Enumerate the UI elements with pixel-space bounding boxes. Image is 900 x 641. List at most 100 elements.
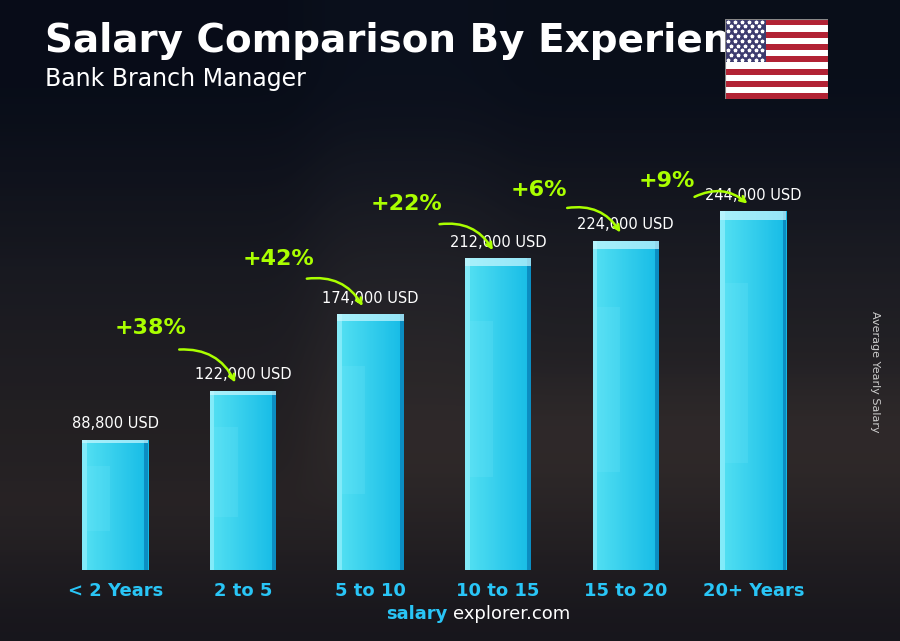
Bar — [611, 241, 613, 570]
Bar — [218, 391, 219, 570]
Bar — [213, 391, 214, 570]
Text: 174,000 USD: 174,000 USD — [322, 290, 418, 306]
Bar — [630, 241, 631, 570]
Bar — [255, 391, 256, 570]
Bar — [346, 314, 347, 570]
Bar — [777, 212, 778, 570]
Bar — [772, 212, 773, 570]
Bar — [83, 440, 85, 570]
Bar — [783, 212, 785, 570]
Bar — [212, 391, 213, 570]
Bar — [130, 440, 132, 570]
Bar — [724, 75, 828, 81]
Bar — [338, 314, 342, 570]
Bar — [265, 391, 266, 570]
Bar — [362, 314, 363, 570]
Bar — [102, 440, 104, 570]
Bar — [495, 258, 496, 570]
Bar — [379, 314, 381, 570]
Bar — [505, 258, 506, 570]
Bar — [262, 391, 263, 570]
Bar — [737, 212, 738, 570]
Bar — [652, 241, 653, 570]
Bar — [636, 241, 638, 570]
Bar — [117, 440, 119, 570]
Bar — [271, 391, 272, 570]
Bar — [784, 212, 786, 570]
Text: +9%: +9% — [638, 171, 695, 191]
Bar — [645, 241, 647, 570]
Bar — [119, 440, 120, 570]
Text: explorer.com: explorer.com — [453, 605, 570, 623]
Bar — [472, 258, 474, 570]
Bar — [621, 241, 623, 570]
Bar — [240, 391, 242, 570]
Bar — [128, 440, 129, 570]
Bar — [126, 440, 128, 570]
Bar — [649, 241, 650, 570]
Bar — [620, 241, 621, 570]
Bar — [619, 241, 620, 570]
Bar — [609, 241, 610, 570]
Bar — [234, 391, 235, 570]
Bar — [364, 314, 365, 570]
Bar — [497, 258, 499, 570]
Bar — [347, 314, 348, 570]
Bar — [272, 391, 273, 570]
Bar — [272, 391, 276, 570]
Bar — [139, 440, 140, 570]
Bar — [507, 258, 508, 570]
Bar — [745, 212, 747, 570]
Bar — [524, 258, 525, 570]
Bar — [493, 258, 495, 570]
Text: Bank Branch Manager: Bank Branch Manager — [45, 67, 306, 91]
Bar — [520, 258, 521, 570]
Bar — [482, 258, 484, 570]
Text: +42%: +42% — [243, 249, 314, 269]
Bar — [762, 212, 763, 570]
Bar — [114, 440, 115, 570]
Bar — [475, 258, 476, 570]
Bar — [242, 391, 243, 570]
Bar — [723, 212, 724, 570]
Bar — [85, 440, 86, 570]
Bar — [640, 241, 642, 570]
Bar — [767, 212, 768, 570]
Bar — [481, 258, 482, 570]
Bar — [508, 258, 509, 570]
Bar — [259, 391, 261, 570]
Bar — [720, 212, 787, 221]
Bar — [766, 212, 767, 570]
Bar — [517, 258, 518, 570]
Bar — [375, 314, 376, 570]
Bar — [369, 314, 371, 570]
Bar — [618, 241, 619, 570]
Bar — [502, 258, 504, 570]
Bar — [602, 241, 604, 570]
Bar — [724, 212, 725, 570]
Bar — [361, 314, 362, 570]
Bar — [521, 258, 523, 570]
Bar — [220, 391, 222, 570]
Bar — [129, 440, 130, 570]
Bar — [647, 241, 648, 570]
Bar — [506, 258, 507, 570]
Bar — [258, 391, 259, 570]
Bar — [650, 241, 652, 570]
Bar — [105, 440, 106, 570]
Bar — [724, 69, 828, 75]
Bar — [96, 440, 97, 570]
Bar — [604, 241, 605, 570]
Bar — [511, 258, 513, 570]
Bar — [658, 241, 659, 570]
Bar — [378, 314, 380, 570]
Bar — [628, 241, 629, 570]
Bar — [782, 212, 783, 570]
Bar — [724, 26, 828, 31]
Bar — [755, 212, 757, 570]
Bar — [742, 212, 743, 570]
Bar — [465, 258, 531, 266]
Bar — [721, 212, 723, 570]
Bar — [392, 314, 394, 570]
Bar — [125, 440, 126, 570]
